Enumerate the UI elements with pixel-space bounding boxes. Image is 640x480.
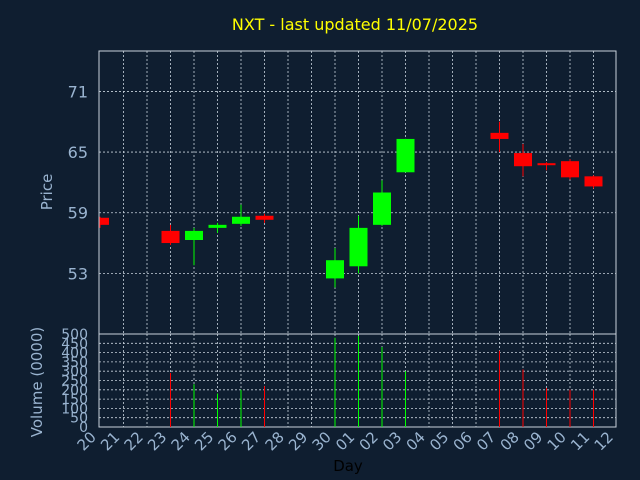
x-tick-label: 10 bbox=[544, 428, 570, 454]
x-axis-label: Day bbox=[333, 457, 363, 475]
x-tick-label: 09 bbox=[520, 428, 546, 454]
volume-tick-label: 400 bbox=[61, 346, 88, 362]
volume-tick-label: 0 bbox=[79, 420, 88, 436]
price-axis-label: Price bbox=[38, 174, 56, 211]
x-tick-label: 28 bbox=[262, 428, 288, 454]
volume-tick-label: 500 bbox=[61, 327, 88, 343]
x-tick-label: 23 bbox=[144, 428, 170, 454]
chart-title: NXT - last updated 11/07/2025 bbox=[232, 15, 478, 34]
candle-body bbox=[208, 224, 227, 228]
candle-body bbox=[232, 216, 250, 224]
x-tick-label: 30 bbox=[309, 428, 335, 454]
candle-body bbox=[584, 176, 603, 187]
price-tick-label: 71 bbox=[68, 82, 88, 101]
volume-tick-label: 100 bbox=[61, 401, 88, 417]
candle-body bbox=[161, 230, 180, 244]
x-tick-label: 24 bbox=[168, 428, 194, 454]
price-tick-label: 65 bbox=[68, 143, 88, 162]
volume-tick-label: 300 bbox=[61, 364, 88, 380]
candle-body bbox=[185, 230, 203, 241]
x-tick-label: 01 bbox=[332, 428, 358, 454]
price-tick-label: 59 bbox=[68, 204, 88, 223]
price-panel-frame bbox=[98, 50, 617, 335]
candle-body bbox=[490, 132, 509, 139]
x-tick-label: 25 bbox=[191, 428, 217, 454]
candle-body bbox=[396, 138, 415, 173]
x-tick-label: 26 bbox=[215, 428, 241, 454]
x-tick-label: 11 bbox=[567, 428, 593, 454]
x-tick-label: 12 bbox=[591, 428, 617, 454]
x-tick-label: 21 bbox=[97, 428, 123, 454]
x-tick-label: 06 bbox=[450, 428, 476, 454]
volume-tick-label: 200 bbox=[61, 383, 88, 399]
candle-body bbox=[373, 192, 391, 225]
x-tick-label: 02 bbox=[356, 428, 382, 454]
volume-tick-label: 350 bbox=[61, 355, 88, 371]
candle-body bbox=[255, 215, 274, 220]
x-tick-label: 08 bbox=[497, 428, 523, 454]
price-tick-label: 53 bbox=[68, 264, 88, 283]
candle-body bbox=[514, 153, 532, 167]
candle-body bbox=[537, 163, 556, 166]
x-tick-label: 27 bbox=[238, 428, 264, 454]
x-tick-label: 22 bbox=[121, 428, 147, 454]
x-tick-label: 03 bbox=[379, 428, 405, 454]
volume-axis-label: Volume (0000) bbox=[28, 327, 46, 437]
candle-body bbox=[326, 260, 344, 279]
candle-body bbox=[99, 217, 109, 225]
x-tick-label: 04 bbox=[403, 428, 429, 454]
volume-tick-label: 50 bbox=[70, 411, 88, 427]
candle-body bbox=[561, 161, 579, 178]
volume-tick-label: 250 bbox=[61, 374, 88, 390]
x-tick-label: 29 bbox=[285, 428, 311, 454]
x-tick-label: 05 bbox=[426, 428, 452, 454]
candle-body bbox=[349, 227, 368, 267]
volume-tick-label: 150 bbox=[61, 392, 88, 408]
x-tick-label: 07 bbox=[473, 428, 499, 454]
volume-tick-label: 450 bbox=[61, 336, 88, 352]
